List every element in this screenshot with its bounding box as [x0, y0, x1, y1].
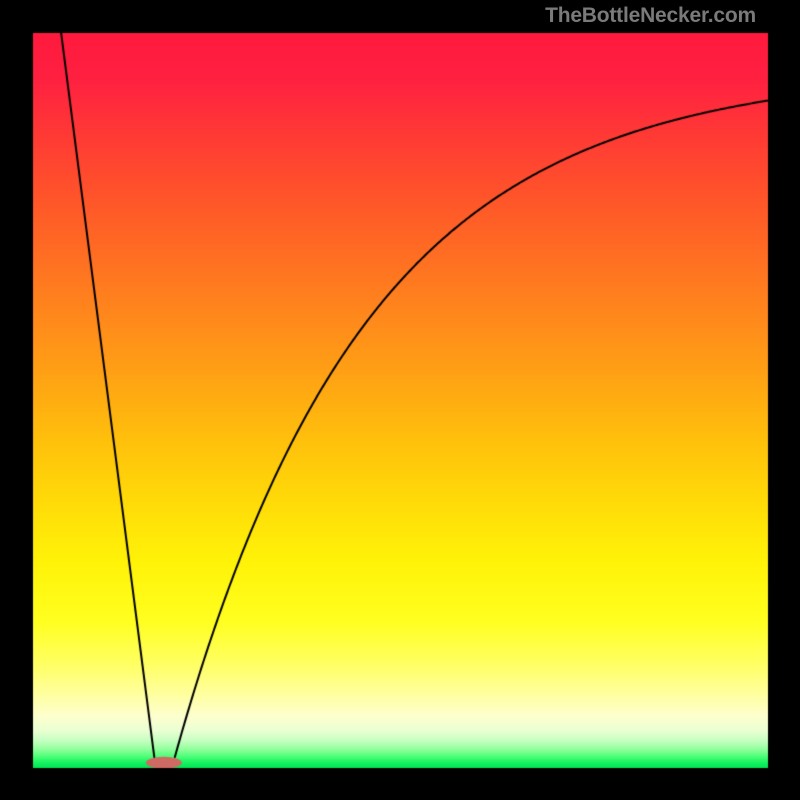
watermark-text: TheBottleNecker.com [545, 4, 756, 28]
bottleneck-chart [0, 0, 800, 800]
